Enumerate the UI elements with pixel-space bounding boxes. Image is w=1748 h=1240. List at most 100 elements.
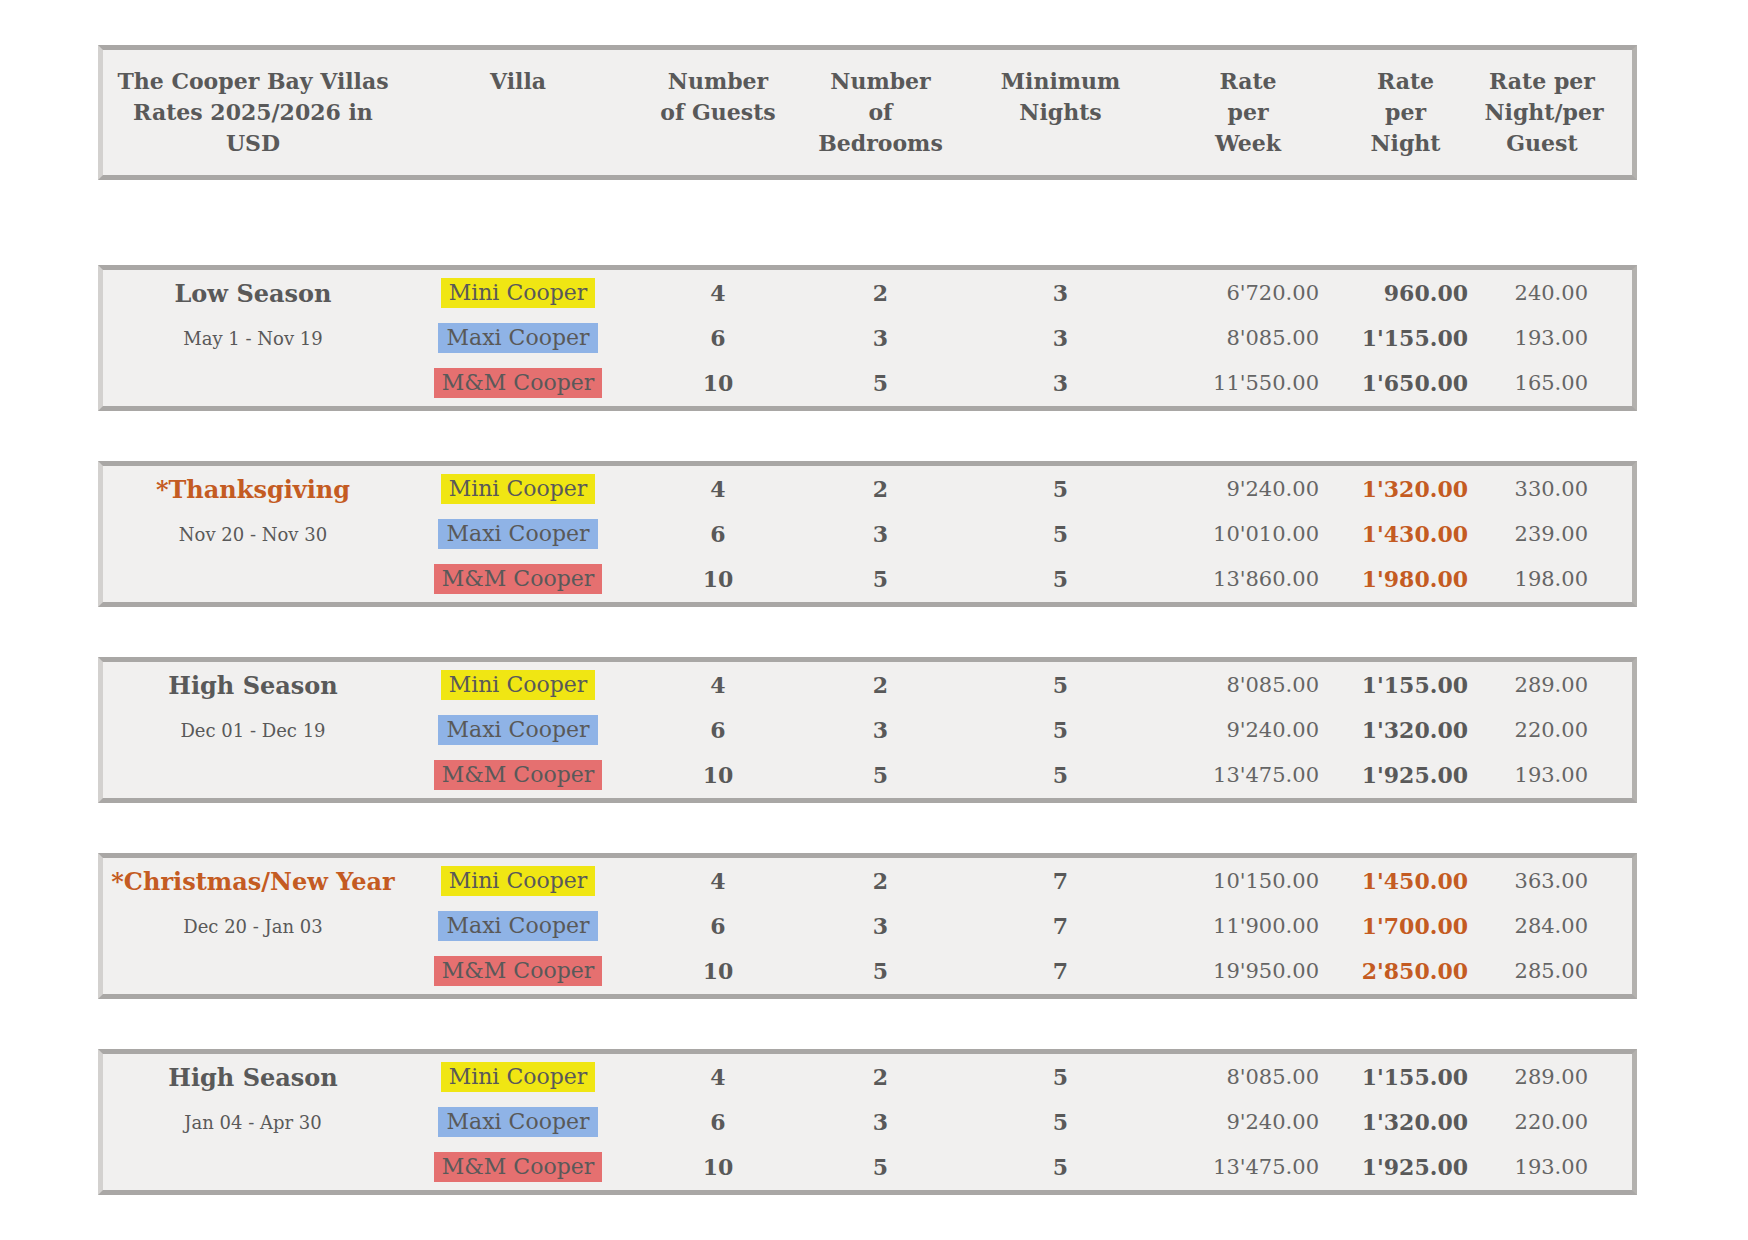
villa-cell: Mini Cooper xyxy=(403,866,633,897)
villa-name-highlight: Mini Cooper xyxy=(441,474,596,505)
column-header-rate-week: Rate per Week xyxy=(1163,66,1333,160)
guests-value: 6 xyxy=(633,717,803,743)
season-cell: High Season xyxy=(103,1063,403,1092)
guests-value: 4 xyxy=(633,868,803,894)
season-date-range: May 1 - Nov 19 xyxy=(183,328,322,349)
rate-per-week-value: 8'085.00 xyxy=(1163,1065,1333,1089)
bedrooms-value: 2 xyxy=(803,868,958,894)
rate-per-week-value: 13'475.00 xyxy=(1163,1155,1333,1179)
guests-value: 10 xyxy=(633,370,803,396)
rates-table-body: Low Season Mini Cooper 4 2 3 6'720.00 96… xyxy=(0,265,1748,1195)
rate-per-night-per-guest-value: 285.00 xyxy=(1478,959,1632,983)
bedrooms-value: 2 xyxy=(803,1064,958,1090)
villa-name-highlight: Maxi Cooper xyxy=(438,323,597,354)
villa-name-highlight: M&M Cooper xyxy=(434,368,603,399)
villa-cell: Maxi Cooper xyxy=(403,519,633,550)
season-block: *Thanksgiving Mini Cooper 4 2 5 9'240.00… xyxy=(98,461,1637,607)
column-header-rate-night: Rate per Night xyxy=(1333,66,1478,160)
column-header-bedrooms: Number of Bedrooms xyxy=(803,66,958,160)
min-nights-value: 3 xyxy=(958,325,1163,351)
bedrooms-value: 2 xyxy=(803,672,958,698)
min-nights-value: 5 xyxy=(958,1154,1163,1180)
villa-name-highlight: M&M Cooper xyxy=(434,564,603,595)
rate-per-night-value: 2'850.00 xyxy=(1333,958,1478,984)
villa-row: Low Season Mini Cooper 4 2 3 6'720.00 96… xyxy=(103,271,1632,316)
table-title-cell: The Cooper Bay Villas Rates 2025/2026 in… xyxy=(103,66,403,160)
rate-per-night-value: 1'320.00 xyxy=(1333,476,1478,502)
season-date-range: Jan 04 - Apr 30 xyxy=(184,1112,321,1133)
rate-per-week-value: 8'085.00 xyxy=(1163,673,1333,697)
rate-per-week-value: 9'240.00 xyxy=(1163,1110,1333,1134)
guests-value: 4 xyxy=(633,476,803,502)
bedrooms-value: 5 xyxy=(803,762,958,788)
season-title: *Thanksgiving xyxy=(156,475,350,504)
villa-row: M&M Cooper 10 5 3 11'550.00 1'650.00 165… xyxy=(103,361,1632,406)
rate-per-night-value: 1'925.00 xyxy=(1333,1154,1478,1180)
rate-per-night-value: 1'925.00 xyxy=(1333,762,1478,788)
min-nights-value: 5 xyxy=(958,762,1163,788)
villa-name-highlight: Maxi Cooper xyxy=(438,519,597,550)
villa-row: Dec 01 - Dec 19 Maxi Cooper 6 3 5 9'240.… xyxy=(103,708,1632,753)
min-nights-value: 5 xyxy=(958,1109,1163,1135)
villa-cell: M&M Cooper xyxy=(403,368,633,399)
villa-row: *Christmas/New Year Mini Cooper 4 2 7 10… xyxy=(103,859,1632,904)
column-header-rate-night-guest: Rate per Night/per Guest xyxy=(1478,66,1632,160)
season-block: Low Season Mini Cooper 4 2 3 6'720.00 96… xyxy=(98,265,1637,411)
season-cell: High Season xyxy=(103,671,403,700)
bedrooms-value: 5 xyxy=(803,1154,958,1180)
rate-per-week-value: 9'240.00 xyxy=(1163,718,1333,742)
villa-name-highlight: Mini Cooper xyxy=(441,1062,596,1093)
guests-value: 10 xyxy=(633,762,803,788)
season-cell: *Thanksgiving xyxy=(103,475,403,504)
min-nights-value: 3 xyxy=(958,370,1163,396)
villa-name-highlight: Maxi Cooper xyxy=(438,715,597,746)
rate-per-week-value: 19'950.00 xyxy=(1163,959,1333,983)
villa-row: M&M Cooper 10 5 7 19'950.00 2'850.00 285… xyxy=(103,949,1632,994)
season-cell: May 1 - Nov 19 xyxy=(103,328,403,349)
guests-value: 4 xyxy=(633,280,803,306)
rate-per-night-per-guest-value: 220.00 xyxy=(1478,1110,1632,1134)
villa-cell: Mini Cooper xyxy=(403,278,633,309)
rate-per-night-per-guest-value: 220.00 xyxy=(1478,718,1632,742)
villa-name-highlight: M&M Cooper xyxy=(434,1152,603,1183)
guests-value: 6 xyxy=(633,521,803,547)
guests-value: 10 xyxy=(633,1154,803,1180)
rate-per-week-value: 13'860.00 xyxy=(1163,567,1333,591)
min-nights-value: 3 xyxy=(958,280,1163,306)
bedrooms-value: 3 xyxy=(803,325,958,351)
min-nights-value: 5 xyxy=(958,672,1163,698)
villa-cell: M&M Cooper xyxy=(403,956,633,987)
rate-per-night-per-guest-value: 330.00 xyxy=(1478,477,1632,501)
guests-value: 10 xyxy=(633,566,803,592)
guests-value: 6 xyxy=(633,325,803,351)
rate-per-night-value: 1'450.00 xyxy=(1333,868,1478,894)
villa-row: Jan 04 - Apr 30 Maxi Cooper 6 3 5 9'240.… xyxy=(103,1100,1632,1145)
rate-per-night-value: 1'430.00 xyxy=(1333,521,1478,547)
villa-name-highlight: Maxi Cooper xyxy=(438,1107,597,1138)
rate-per-night-per-guest-value: 193.00 xyxy=(1478,763,1632,787)
bedrooms-value: 3 xyxy=(803,1109,958,1135)
villa-row: M&M Cooper 10 5 5 13'475.00 1'925.00 193… xyxy=(103,753,1632,798)
villa-cell: Mini Cooper xyxy=(403,1062,633,1093)
min-nights-value: 7 xyxy=(958,913,1163,939)
villa-row: High Season Mini Cooper 4 2 5 8'085.00 1… xyxy=(103,663,1632,708)
bedrooms-value: 5 xyxy=(803,370,958,396)
rate-per-night-value: 1'155.00 xyxy=(1333,325,1478,351)
rate-per-week-value: 9'240.00 xyxy=(1163,477,1333,501)
rate-per-night-per-guest-value: 284.00 xyxy=(1478,914,1632,938)
villa-name-highlight: Mini Cooper xyxy=(441,278,596,309)
villa-cell: M&M Cooper xyxy=(403,564,633,595)
guests-value: 6 xyxy=(633,1109,803,1135)
villa-row: *Thanksgiving Mini Cooper 4 2 5 9'240.00… xyxy=(103,467,1632,512)
villa-name-highlight: Mini Cooper xyxy=(441,670,596,701)
bedrooms-value: 3 xyxy=(803,913,958,939)
rate-per-week-value: 13'475.00 xyxy=(1163,763,1333,787)
rate-per-week-value: 11'550.00 xyxy=(1163,371,1333,395)
villa-cell: Maxi Cooper xyxy=(403,323,633,354)
villa-cell: Mini Cooper xyxy=(403,474,633,505)
season-cell: Dec 20 - Jan 03 xyxy=(103,916,403,937)
min-nights-value: 7 xyxy=(958,958,1163,984)
rate-per-night-per-guest-value: 289.00 xyxy=(1478,673,1632,697)
season-date-range: Dec 20 - Jan 03 xyxy=(183,916,322,937)
rate-per-night-per-guest-value: 239.00 xyxy=(1478,522,1632,546)
